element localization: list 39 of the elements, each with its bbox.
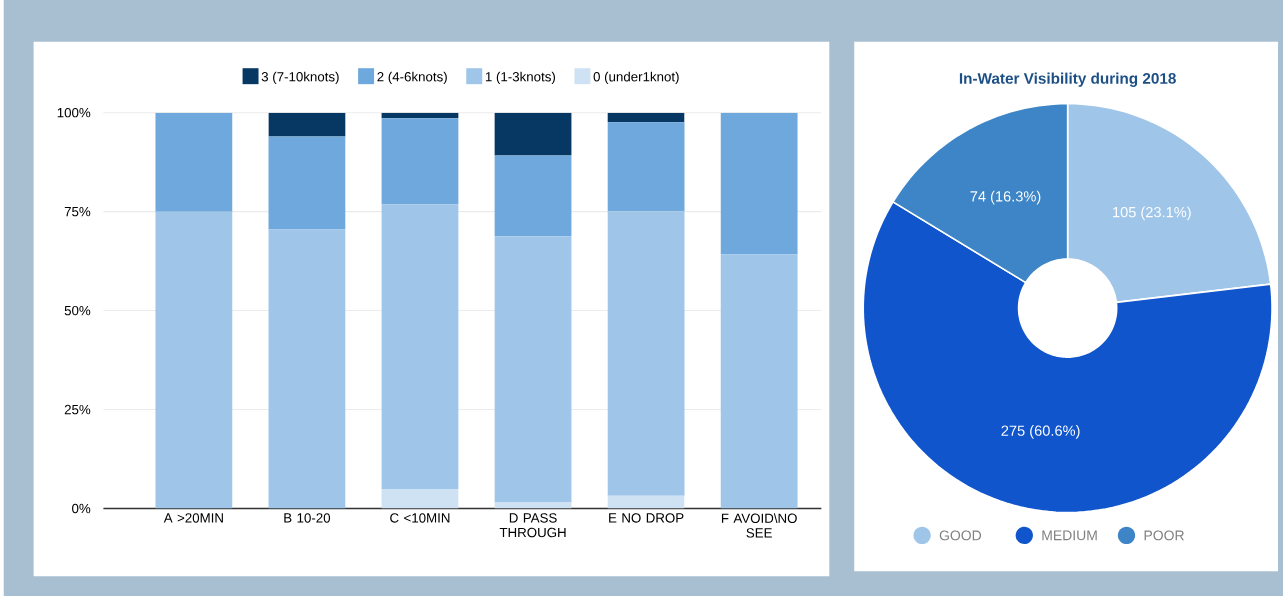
legend-label: 1 (1-3knots) [485,71,555,84]
legend-label: GOOD [939,530,982,541]
bar [494,236,572,503]
y-tick-label: 25% [64,404,91,415]
bar [720,112,798,255]
legend-label: 0 (under1knot) [593,71,679,84]
data-label: 275 (60.6%) [1001,425,1080,439]
bar [607,122,685,212]
x-tick-label: D PASS THROUGH [499,513,566,538]
bar [607,211,685,496]
x-tick-label: C <10MIN [390,513,450,523]
bar [381,204,459,489]
bar [494,155,572,237]
chart-title: In-Water Visibility during 2018 [959,72,1176,87]
bar [155,211,233,509]
legend-label: 3 (7-10knots) [261,71,339,84]
bar [155,112,233,212]
bar [494,112,572,156]
bar [381,118,459,205]
bar [607,495,685,509]
bar [381,489,459,509]
x-tick-label: F AVOID\NO SEE [721,513,797,538]
y-tick-label: 50% [64,305,91,316]
legend-label: MEDIUM [1042,530,1097,541]
y-tick-label: 100% [57,107,91,118]
data-label: 105 (23.1%) [1113,206,1191,221]
y-tick-label: 75% [64,206,91,217]
bar [268,112,346,137]
x-tick-label: B 10-20 [284,513,331,523]
x-tick-label: A >20MIN [163,513,223,523]
bar [720,254,798,509]
x-tick-label: E NO DROP [609,513,684,523]
y-tick-label: 0% [72,503,91,514]
bar [268,136,346,230]
legend-label: POOR [1144,530,1184,541]
bar [268,229,346,509]
bar [607,112,685,123]
legend-label: 2 (4-6knots) [377,71,447,84]
data-label: 74 (16.3%) [970,190,1041,205]
